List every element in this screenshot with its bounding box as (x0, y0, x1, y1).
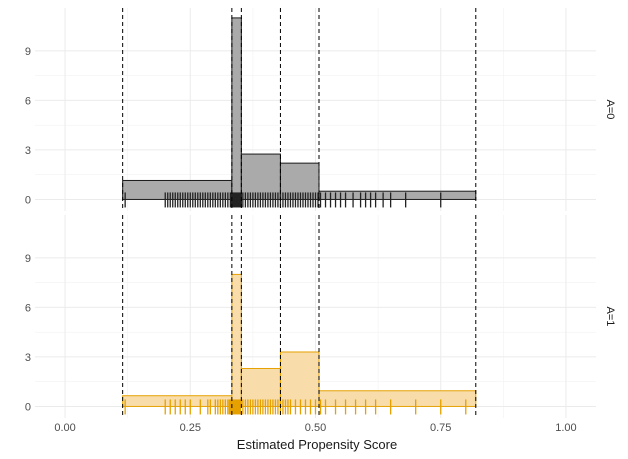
y-tick-label: 0 (25, 401, 31, 413)
panel-a-0: 0 3 6 9 A=0 (25, 8, 616, 211)
x-axis-title: Estimated Propensity Score (237, 437, 397, 452)
histogram-bar (280, 352, 319, 406)
y-tick-label: 9 (25, 46, 31, 58)
panel-a-1: 0 3 6 9 A=1 (25, 215, 616, 418)
x-tick-label: 0.50 (305, 422, 326, 434)
x-tick-label: 0.25 (180, 422, 201, 434)
y-tick-label: 9 (25, 253, 31, 265)
y-tick-label: 3 (25, 352, 31, 364)
histogram-bar (319, 191, 476, 199)
histogram-bar (232, 18, 242, 200)
facet-strip-label: A=0 (604, 100, 616, 120)
histogram-bar (232, 274, 242, 406)
x-tick-label: 0.75 (430, 422, 451, 434)
y-tick-label: 6 (25, 302, 31, 314)
y-tick-label: 3 (25, 145, 31, 157)
x-tick-label: 1.00 (555, 422, 576, 434)
histogram-bar (319, 391, 476, 407)
x-axis: 0.00 0.25 0.50 0.75 1.00 (54, 422, 576, 434)
y-tick-label: 0 (25, 194, 31, 206)
facet-strip-label: A=1 (604, 307, 616, 327)
x-tick-label: 0.00 (54, 422, 75, 434)
y-tick-label: 6 (25, 95, 31, 107)
